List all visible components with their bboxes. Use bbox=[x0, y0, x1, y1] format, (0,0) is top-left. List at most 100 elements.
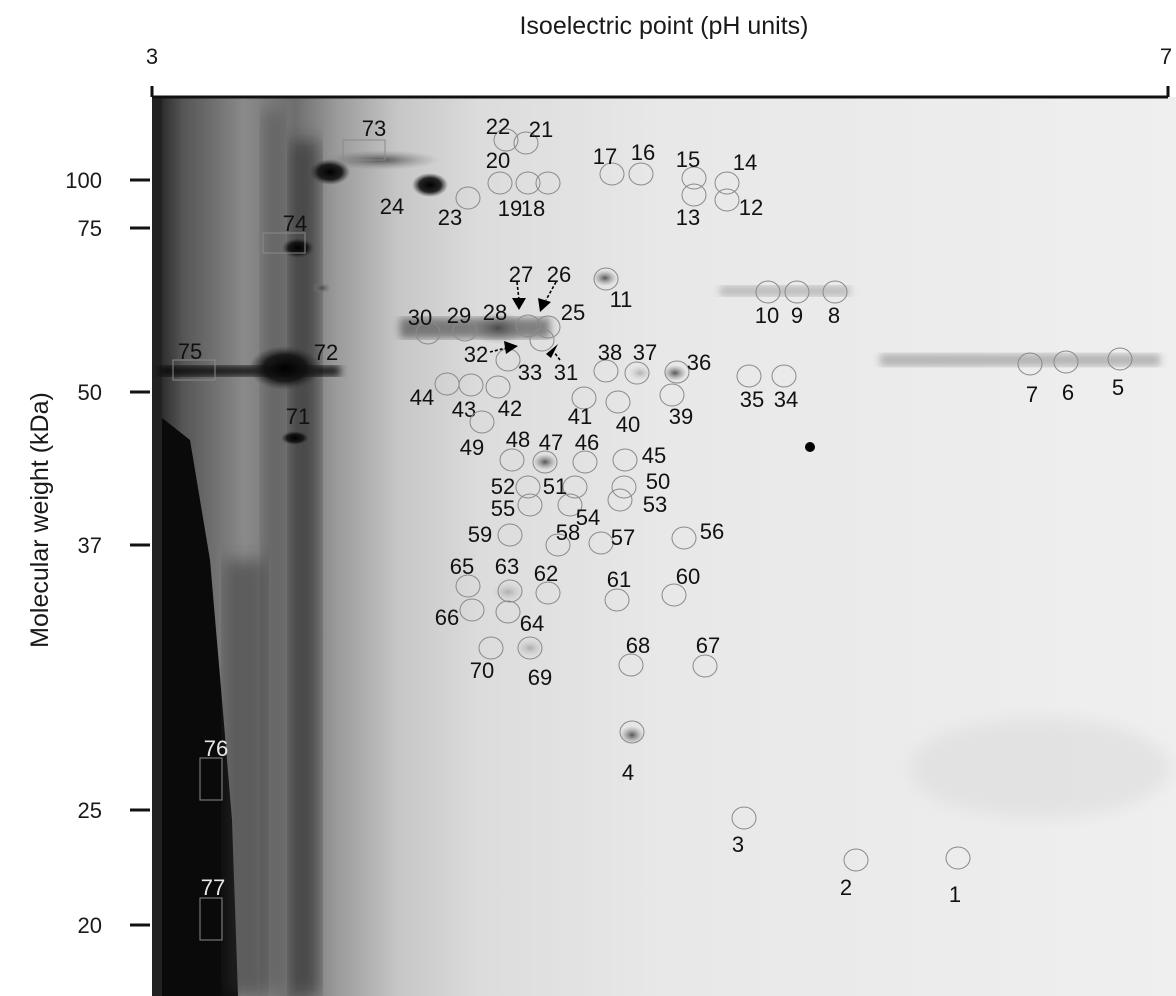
gel-dot bbox=[805, 442, 815, 452]
spot-label-26: 26 bbox=[547, 262, 571, 287]
spot-outline-48 bbox=[499, 448, 525, 472]
spot-label-66: 66 bbox=[435, 605, 459, 630]
gel-spot-dark bbox=[281, 431, 309, 445]
x-axis-title: Isoelectric point (pH units) bbox=[519, 12, 808, 40]
axes: Isoelectric point (pH units) 3 7 Molecul… bbox=[26, 12, 1172, 938]
spot-label-40: 40 bbox=[616, 412, 640, 437]
spot-label-12: 12 bbox=[739, 195, 763, 220]
spot-label-3: 3 bbox=[732, 832, 744, 857]
gel-spot-mid bbox=[533, 454, 557, 470]
spot-outline-62 bbox=[535, 581, 561, 605]
spot-label-72: 72 bbox=[314, 340, 338, 365]
spot-box-74 bbox=[262, 232, 306, 254]
spot-outline-69 bbox=[517, 636, 543, 660]
spot-outline-38 bbox=[593, 359, 619, 383]
spot-outline-60 bbox=[661, 583, 687, 607]
spot-label-77: 77 bbox=[201, 875, 225, 900]
gel-streak bbox=[290, 140, 320, 996]
spot-label-54: 54 bbox=[576, 505, 600, 530]
spot-outline-20 bbox=[487, 171, 513, 195]
spot-outline-46 bbox=[572, 450, 598, 474]
spot-label-69: 69 bbox=[528, 665, 552, 690]
spot-outline-64 bbox=[495, 600, 521, 624]
gel-background bbox=[152, 97, 1176, 996]
spot-label-57: 57 bbox=[611, 525, 635, 550]
gel-streak bbox=[262, 110, 284, 990]
gel-spot-mid bbox=[620, 726, 644, 744]
arrowhead-31 bbox=[546, 344, 558, 358]
gel-spot-mid bbox=[663, 365, 687, 381]
x-axis-line bbox=[150, 86, 1170, 99]
spot-box-77 bbox=[199, 897, 223, 941]
spot-label-8: 8 bbox=[828, 303, 840, 328]
spot-label-9: 9 bbox=[791, 303, 803, 328]
spot-label-28: 28 bbox=[483, 300, 507, 325]
gel-edge bbox=[152, 97, 162, 996]
spot-outline-68 bbox=[618, 653, 644, 677]
spot-label-16: 16 bbox=[631, 140, 655, 165]
gel-spot-light bbox=[628, 365, 652, 381]
spot-label-1: 1 bbox=[949, 882, 961, 907]
arrowhead-26 bbox=[538, 298, 551, 312]
spot-outline-1 bbox=[945, 846, 971, 870]
spot-outline-49 bbox=[469, 410, 495, 434]
spot-outline-16 bbox=[628, 162, 654, 186]
arrow-31 bbox=[553, 351, 561, 361]
spot-label-55: 55 bbox=[491, 496, 515, 521]
spot-outline-8 bbox=[822, 280, 848, 304]
spot-outline-41 bbox=[571, 386, 597, 410]
spot-label-15: 15 bbox=[676, 147, 700, 172]
spot-label-7: 7 bbox=[1026, 382, 1038, 407]
gel-image bbox=[152, 97, 1176, 996]
spot-label-59: 59 bbox=[468, 522, 492, 547]
spot-outline-31 bbox=[529, 328, 555, 352]
spot-label-70: 70 bbox=[470, 658, 494, 683]
spot-label-4: 4 bbox=[622, 760, 634, 785]
spot-outline-21 bbox=[513, 131, 539, 155]
gel-spot-light bbox=[515, 638, 545, 658]
spot-label-63: 63 bbox=[495, 554, 519, 579]
spot-outline-7 bbox=[1017, 352, 1043, 376]
spot-outline-34 bbox=[771, 364, 797, 388]
spot-label-33: 33 bbox=[518, 360, 542, 385]
spot-label-18: 18 bbox=[521, 196, 545, 221]
spot-label-47: 47 bbox=[539, 430, 563, 455]
spot-outline-57 bbox=[588, 531, 614, 555]
spot-outline-12 bbox=[714, 188, 740, 212]
spot-outline-44 bbox=[434, 372, 460, 396]
spot-outline-30 bbox=[415, 321, 441, 345]
y-tick-label: 75 bbox=[78, 216, 102, 241]
spot-label-75: 75 bbox=[178, 339, 202, 364]
spot-label-50: 50 bbox=[646, 469, 670, 494]
spot-label-34: 34 bbox=[774, 387, 798, 412]
arrow-32 bbox=[489, 347, 507, 353]
spot-outline-9 bbox=[784, 280, 810, 304]
y-tick-label: 37 bbox=[78, 533, 102, 558]
arrow-26 bbox=[545, 281, 557, 301]
spot-outline-28 bbox=[515, 314, 541, 338]
y-tick-label: 20 bbox=[78, 913, 102, 938]
spot-outline-51 bbox=[562, 475, 588, 499]
spot-label-51: 51 bbox=[543, 474, 567, 499]
gel-spot-dark bbox=[249, 346, 321, 390]
spot-label-60: 60 bbox=[676, 564, 700, 589]
spot-label-42: 42 bbox=[498, 396, 522, 421]
spot-label-38: 38 bbox=[598, 340, 622, 365]
spot-box-75 bbox=[172, 359, 216, 381]
spot-outline-37 bbox=[624, 361, 650, 385]
spot-outline-67 bbox=[692, 654, 718, 678]
spot-label-5: 5 bbox=[1112, 375, 1124, 400]
spot-label-6: 6 bbox=[1062, 380, 1074, 405]
y-tick-label: 100 bbox=[65, 168, 102, 193]
spot-label-25: 25 bbox=[561, 300, 585, 325]
spot-label-20: 20 bbox=[486, 148, 510, 173]
spot-outline-61 bbox=[604, 588, 630, 612]
gel-smudge bbox=[910, 718, 1170, 818]
spot-outline-11 bbox=[593, 267, 619, 291]
spot-outline-5 bbox=[1107, 347, 1133, 371]
spot-label-58: 58 bbox=[556, 520, 580, 545]
spot-label-56: 56 bbox=[700, 519, 724, 544]
spot-label-74: 74 bbox=[283, 211, 307, 236]
spot-label-43: 43 bbox=[452, 397, 476, 422]
spot-outline-59 bbox=[497, 523, 523, 547]
